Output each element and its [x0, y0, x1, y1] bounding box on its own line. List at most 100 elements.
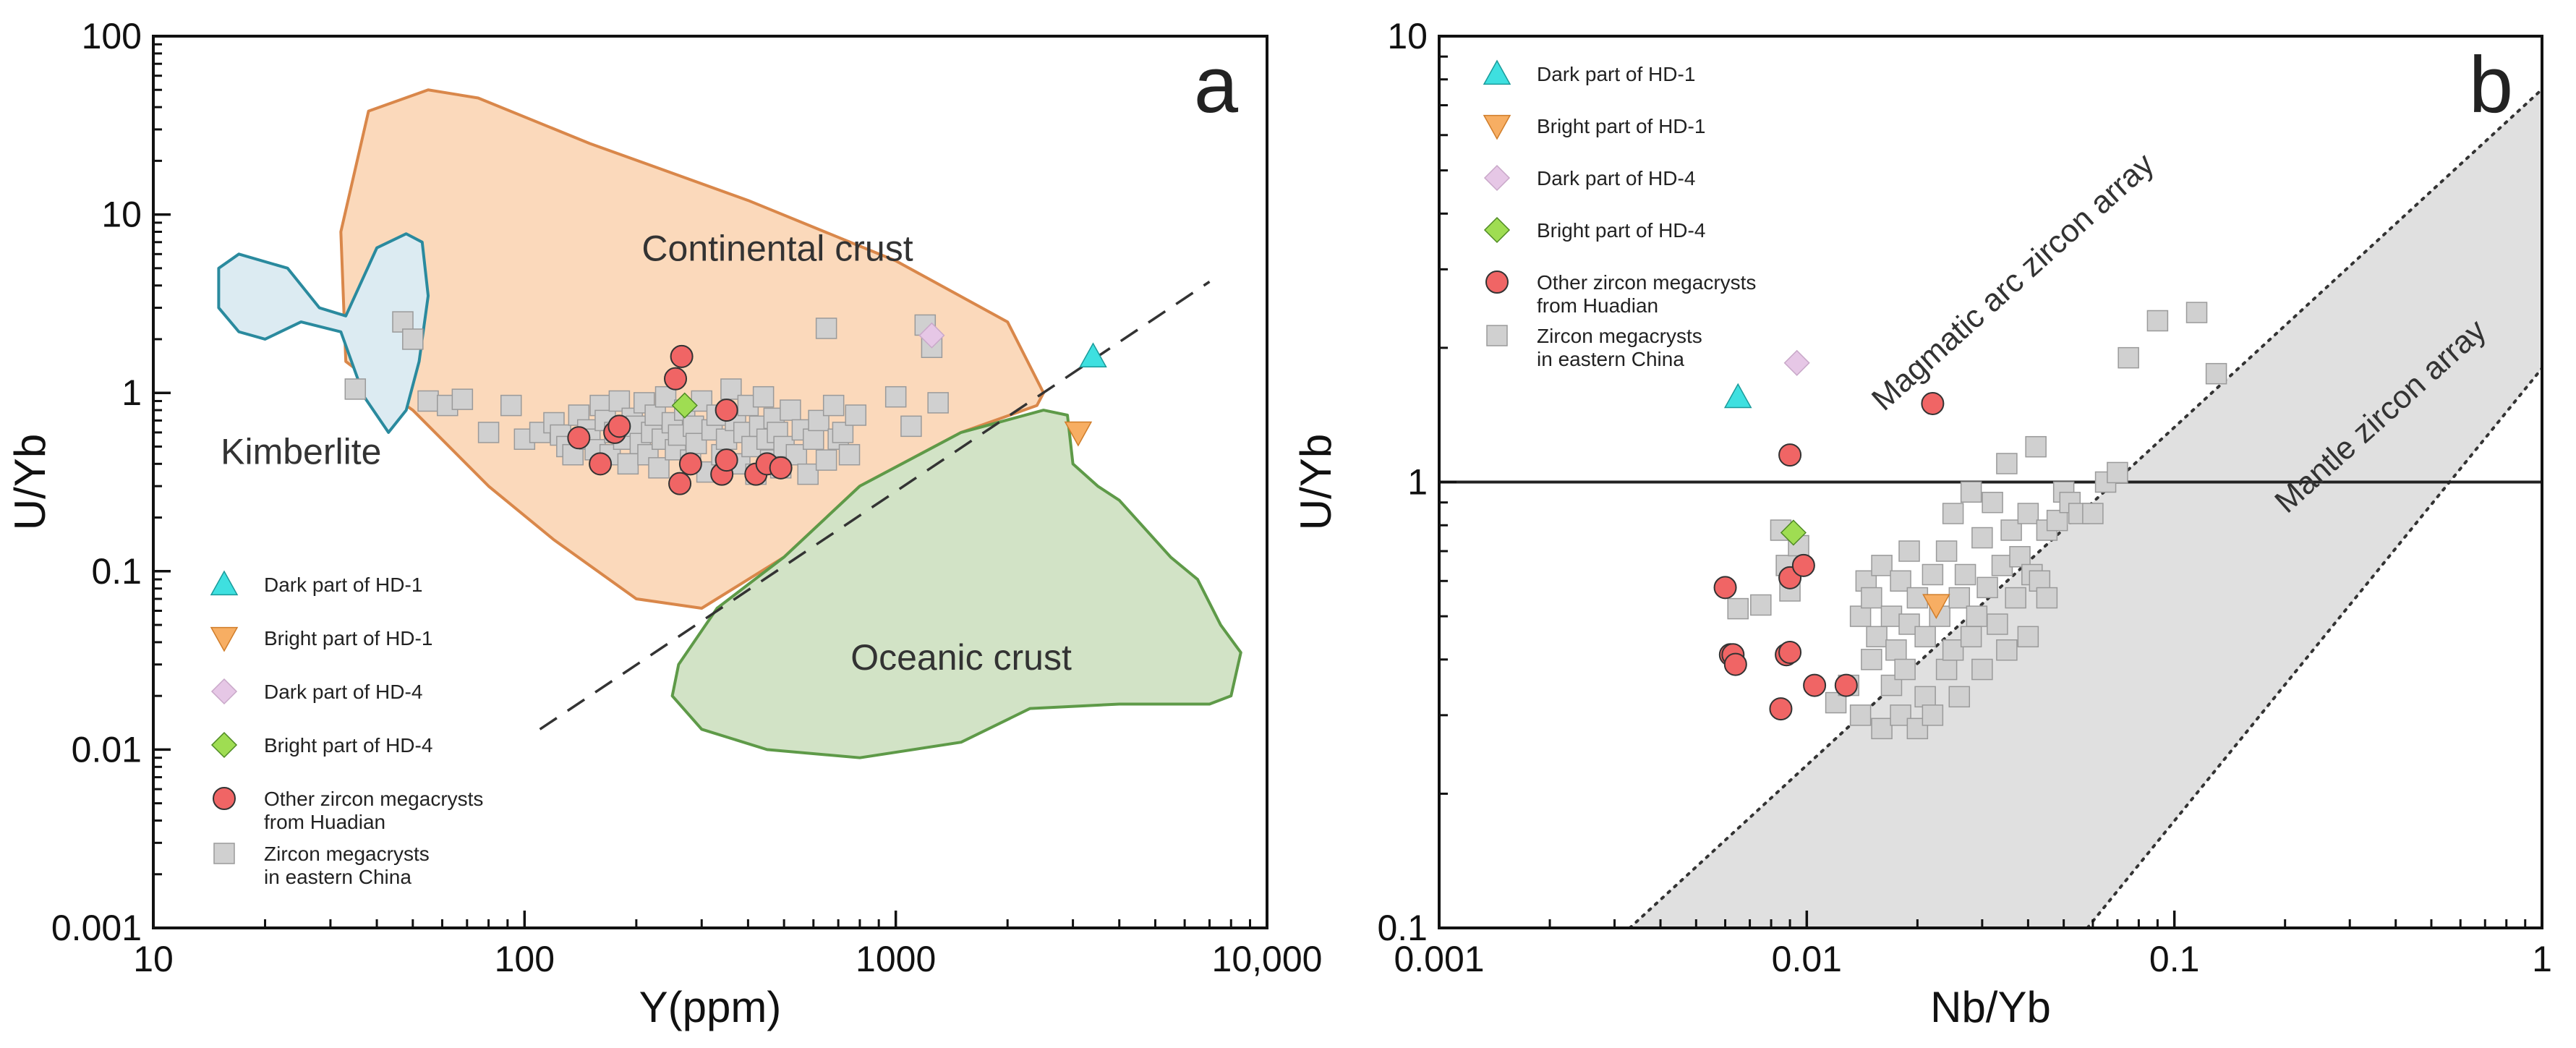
panel-b-point-zircon-megacrysts-in-eastern-china-43 [1971, 658, 1993, 681]
panel-b-point-zircon-megacrysts-in-eastern-china-65 [2107, 461, 2128, 484]
panel-a-legend-text-5-1: Other zircon megacrysts [264, 788, 483, 810]
panel-a-legend-text-4-1: Bright part of HD-4 [264, 734, 432, 757]
panel-b-legend-text-6-2: in eastern China [1537, 348, 1684, 370]
panel-b-array-label-magmatic-arc-zircon-array: Magmatic arc zircon array [1865, 146, 2161, 417]
panel-a-legend-text-3-1: Dark part of HD-4 [264, 681, 422, 703]
panel-a-panel-label: a [1194, 41, 1239, 129]
panel-a-plot-frame [152, 35, 1268, 929]
panel-a-point-zircon-megacrysts-in-eastern-china-30 [637, 443, 659, 466]
panel-a-legend-text-6-1: Zircon megacrysts [264, 843, 430, 865]
panel-b-point-zircon-megacrysts-in-eastern-china-23 [1898, 540, 1920, 562]
panel-b-point-dark-part-of-hd-1-1 [1723, 383, 1752, 409]
panel-b-scatter-plot: Magmatic arc zircon array Mantle zircon a… [1292, 16, 2552, 1031]
panel-b-point-other-zircon-megacrysts-from-huadian-4 [1723, 652, 1747, 676]
panel-b-legend: Dark part of HD-1 Bright part of HD-1 Dark… [1483, 59, 1756, 370]
panel-a-legend-marker-3 [210, 678, 238, 705]
panel-b-legend-text-2-1: Bright part of HD-1 [1537, 115, 1705, 137]
panel-b-point-other-zircon-megacrysts-from-huadian-12 [1834, 673, 1858, 697]
panel-b-point-zircon-megacrysts-in-eastern-china-38 [1954, 563, 1976, 586]
panel-b-point-zircon-megacrysts-in-eastern-china-2 [1750, 594, 1772, 616]
panel-b-series-dark-part-of-hd-4 [1783, 349, 1810, 376]
panel-a-point-other-zircon-megacrysts-from-huadian-11 [715, 399, 738, 422]
panel-b-point-zircon-megacrysts-in-eastern-china-63 [2082, 503, 2104, 524]
panel-a-x-tick-label-3: 1000 [856, 939, 936, 979]
panel-a-region-continental-crust [339, 88, 1045, 610]
panel-a-series-dark-part-of-hd-1 [1079, 342, 1107, 368]
panel-b-point-zircon-megacrysts-in-eastern-china-49 [1996, 453, 2018, 474]
panel-b-point-zircon-megacrysts-in-eastern-china-47 [1991, 555, 2013, 576]
panel-b-legend-marker-5 [1485, 270, 1509, 294]
panel-b-dotted-array-boundary-2 [2086, 367, 2542, 928]
panel-b-point-zircon-megacrysts-in-eastern-china-40 [1960, 481, 1982, 503]
panel-b-x-tick-label-3: 0.1 [2149, 939, 2200, 979]
panel-b-legend-text-5-1: Other zircon megacrysts [1537, 271, 1756, 294]
panel-a-point-dark-part-of-hd-4-1 [918, 322, 945, 349]
panel-a-point-zircon-megacrysts-in-eastern-china-68 [803, 428, 824, 450]
panel-a-point-zircon-megacrysts-in-eastern-china-74 [838, 443, 861, 466]
panel-b-legend-text-4-1: Bright part of HD-4 [1537, 219, 1705, 242]
panel-b-point-zircon-megacrysts-in-eastern-china-19 [1885, 639, 1907, 661]
panel-a-point-dark-part-of-hd-1-1 [1079, 342, 1107, 368]
panel-a-point-zircon-megacrysts-in-eastern-china-64 [780, 399, 801, 421]
panel-b-point-zircon-megacrysts-in-eastern-china-14 [1866, 626, 1888, 648]
panel-a-point-zircon-megacrysts-in-eastern-china-71 [822, 394, 845, 417]
panel-b-series-bright-part-of-hd-1 [1922, 594, 1950, 620]
panel-b-point-zircon-megacrysts-in-eastern-china-39 [1960, 626, 1982, 648]
panel-b-point-zircon-megacrysts-in-eastern-china-46 [1987, 613, 2008, 635]
panel-a-legend-text-1-1: Dark part of HD-1 [264, 574, 422, 596]
panel-b-point-zircon-megacrysts-in-eastern-china-53 [2017, 626, 2039, 648]
panel-a-point-bright-part-of-hd-4-1 [671, 392, 698, 419]
panel-b-point-zircon-megacrysts-in-eastern-china-37 [1948, 686, 1971, 708]
panel-b-point-zircon-megacrysts-in-eastern-china-26 [1906, 587, 1929, 609]
panel-b-point-zircon-megacrysts-in-eastern-china-42 [1971, 527, 1993, 549]
panel-b-point-zircon-megacrysts-in-eastern-china-45 [1982, 491, 2003, 514]
panel-a-series-dark-part-of-hd-4 [918, 322, 945, 349]
panel-b-y-tick-label-2: 1 [1407, 462, 1428, 503]
panel-a-region-label-continental-crust: Continental crust [641, 229, 913, 269]
panel-a-legend-text-5-2: from Huadian [264, 811, 385, 833]
panel-b-point-zircon-megacrysts-in-eastern-china-16 [1871, 555, 1893, 576]
panel-b-x-tick-label-2: 0.01 [1772, 939, 1842, 979]
panel-b-point-zircon-megacrysts-in-eastern-china-41 [1966, 605, 1988, 627]
panel-a-series-other-zircon-megacrysts-from-huadian [567, 344, 793, 495]
panel-b-point-zircon-megacrysts-in-eastern-china-44 [1976, 576, 1998, 599]
panel-b-point-other-zircon-megacrysts-from-huadian-11 [1803, 673, 1827, 697]
panel-b-series-bright-part-of-hd-4 [1780, 519, 1807, 546]
panel-a-point-zircon-megacrysts-in-eastern-china-3 [402, 328, 424, 350]
panel-b-x-tick-label-1: 0.001 [1394, 939, 1484, 979]
panel-a-x-tick-label-4: 10,000 [1212, 939, 1323, 979]
panel-a-y-tick-label-3: 0.1 [91, 551, 142, 592]
panel-b-point-bright-part-of-hd-1-1 [1922, 594, 1950, 620]
panel-b-point-zircon-megacrysts-in-eastern-china-27 [1914, 686, 1936, 708]
panel-b-point-zircon-megacrysts-in-eastern-china-59 [2046, 509, 2068, 532]
panel-a-legend-text-2-1: Bright part of HD-1 [264, 627, 432, 649]
panel-a-point-zircon-megacrysts-in-eastern-china-73 [832, 422, 854, 443]
panel-a-point-other-zircon-megacrysts-from-huadian-14 [769, 456, 793, 480]
panel-a-legend-marker-5 [213, 787, 236, 810]
panel-b-legend-marker-1 [1483, 59, 1511, 85]
panel-a-point-zircon-megacrysts-in-eastern-china-49 [720, 378, 742, 400]
panel-b-panel-label: b [2469, 41, 2513, 129]
panel-a-point-zircon-megacrysts-in-eastern-china-35 [654, 385, 677, 408]
panel-b-point-zircon-megacrysts-in-eastern-china-54 [2017, 503, 2039, 524]
panel-b-series-other-zircon-megacrysts-from-huadian [1713, 391, 1945, 721]
panel-b-point-zircon-megacrysts-in-eastern-china-10 [1849, 605, 1872, 627]
panel-a-region-kimberlite [217, 232, 430, 434]
panel-a-series-bright-part-of-hd-1 [1064, 421, 1093, 447]
panel-b-legend-text-5-2: from Huadian [1537, 294, 1658, 317]
panel-a-point-zircon-megacrysts-in-eastern-china-57 [752, 385, 775, 408]
panel-a-y-tick-label-6: 100 [82, 16, 142, 56]
panel-b-legend-marker-6 [1486, 325, 1508, 346]
panel-b-point-zircon-megacrysts-in-eastern-china-29 [1922, 563, 1944, 586]
panel-a-point-zircon-megacrysts-in-eastern-china-67 [797, 463, 819, 485]
panel-a-scatter-plot: Continental crust Kimberlite Oceanic crust… [6, 16, 1322, 1031]
panel-b-point-zircon-megacrysts-in-eastern-china-70 [2036, 587, 2058, 609]
panel-a-legend-text-6-2: in eastern China [264, 866, 411, 888]
panel-a-x-axis-title: Y(ppm) [639, 983, 782, 1031]
panel-a-series-bright-part-of-hd-4 [671, 392, 698, 419]
panel-b-legend-text-6-1: Zircon megacrysts [1537, 325, 1702, 347]
panel-b-point-other-zircon-megacrysts-from-huadian-5 [1769, 697, 1793, 721]
panel-a-point-zircon-megacrysts-in-eastern-china-8 [500, 394, 522, 417]
panel-b-point-zircon-megacrysts-in-eastern-china-36 [1948, 587, 1971, 609]
panel-b-legend-marker-4 [1483, 216, 1511, 244]
